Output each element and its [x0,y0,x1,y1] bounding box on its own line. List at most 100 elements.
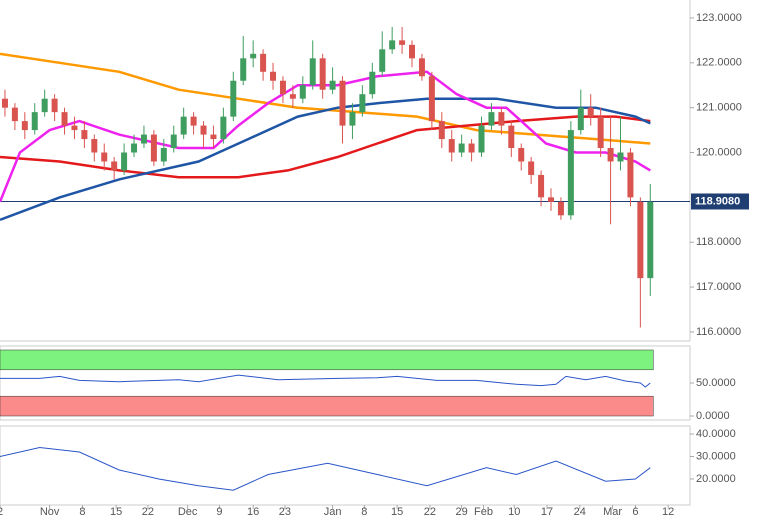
candle-body [21,121,28,131]
x-tick-label: 15 [391,506,403,518]
candle-body [329,80,336,90]
candle-body [488,112,495,126]
indicator-line [0,446,651,491]
candle-body [607,148,614,162]
candle-body [240,58,247,81]
last-price-box [691,193,749,210]
y-tick-label: 122.0000 [696,57,742,69]
candle-body [220,116,227,140]
y-tick-label: 0.0000 [696,410,730,422]
x-tick-label: 22 [142,506,154,518]
candle-body [200,125,207,135]
x-tick-label: 29 [456,506,468,518]
candle-body [508,125,515,149]
x-tick-label: 2 [0,506,3,518]
candle-body [548,197,555,202]
candle-body [478,125,485,153]
candle-body [557,201,564,216]
candle-body [51,98,58,113]
x-tick-label: Dec [178,506,198,518]
adx-panel [0,425,691,506]
x-tick-label: 15 [110,506,122,518]
candle-body [111,161,118,171]
candle-body [518,148,525,162]
x-tick-label: 17 [541,506,553,518]
candle-body [438,121,445,140]
candle-body [41,98,48,113]
candle-body [230,80,237,117]
y-tick-label: 50.0000 [696,377,736,389]
candle-body [418,58,425,77]
candle-body [567,130,574,216]
candle-body [260,53,267,72]
candle-body [150,134,157,162]
indicator-line [0,374,651,388]
candle-body [11,107,18,122]
indicator-line [0,70,651,203]
y-tick-label: 118.0000 [696,236,741,248]
candle-body [617,152,624,162]
candle-body [458,143,465,153]
candle-body [140,134,147,144]
candle-body [180,116,187,135]
x-tick-label: 6 [632,506,638,518]
x-tick-label: 8 [361,506,367,518]
candle-body [289,94,296,99]
x-tick-label: Jan [324,506,342,518]
x-tick-label: 22 [424,506,436,518]
band [0,349,654,371]
x-tick-label: 8 [79,506,85,518]
candle-body [81,130,88,140]
candle-body [498,112,505,126]
candle-body [131,143,138,153]
y-tick-label: 116.0000 [696,326,741,338]
x-tick-label: Nov [40,506,60,518]
candle-body [121,152,128,171]
candle-body [61,112,68,126]
x-tick-label: 10 [508,506,520,518]
candle-body [587,107,594,117]
candle-body [319,58,326,90]
candle-body [409,44,416,59]
candle-body [647,201,654,279]
candle-body [349,112,356,126]
x-tick-label: 23 [279,506,291,518]
candle-body [270,71,277,81]
candle-body [71,125,78,131]
candle-body [250,53,257,59]
indicator-line [0,115,651,179]
y-tick-label: 123.0000 [696,12,742,24]
candle-body [170,134,177,149]
candle-body [279,80,286,95]
candle-body [101,152,108,162]
y-tick-label: 121.0000 [696,102,742,114]
band [0,395,654,417]
candle-body [637,201,644,279]
candle-body [190,116,197,126]
x-tick-label: 12 [662,506,674,518]
candle-body [359,94,366,113]
candle-body [627,152,634,198]
last-price-label: 118.9080 [695,195,740,207]
candle-body [389,40,396,50]
candle-body [399,40,406,45]
x-tick-label: 9 [216,506,222,518]
candle-body [597,116,604,149]
y-tick-label: 120.0000 [696,146,742,158]
candle-body [91,139,98,153]
candle-body [468,143,475,153]
candle-body [448,139,455,153]
candle-body [528,161,535,175]
candle-body [339,80,346,126]
y-tick-label: 117.0000 [696,281,741,293]
candle-body [31,112,38,131]
x-tick-label: Mar [603,506,622,518]
candle-body [428,76,435,122]
candle-body [210,134,217,140]
candle-body [577,107,584,131]
candle-body [309,58,316,86]
x-tick-label: 16 [247,506,259,518]
candle-body [299,85,306,99]
candle-body [538,174,545,198]
